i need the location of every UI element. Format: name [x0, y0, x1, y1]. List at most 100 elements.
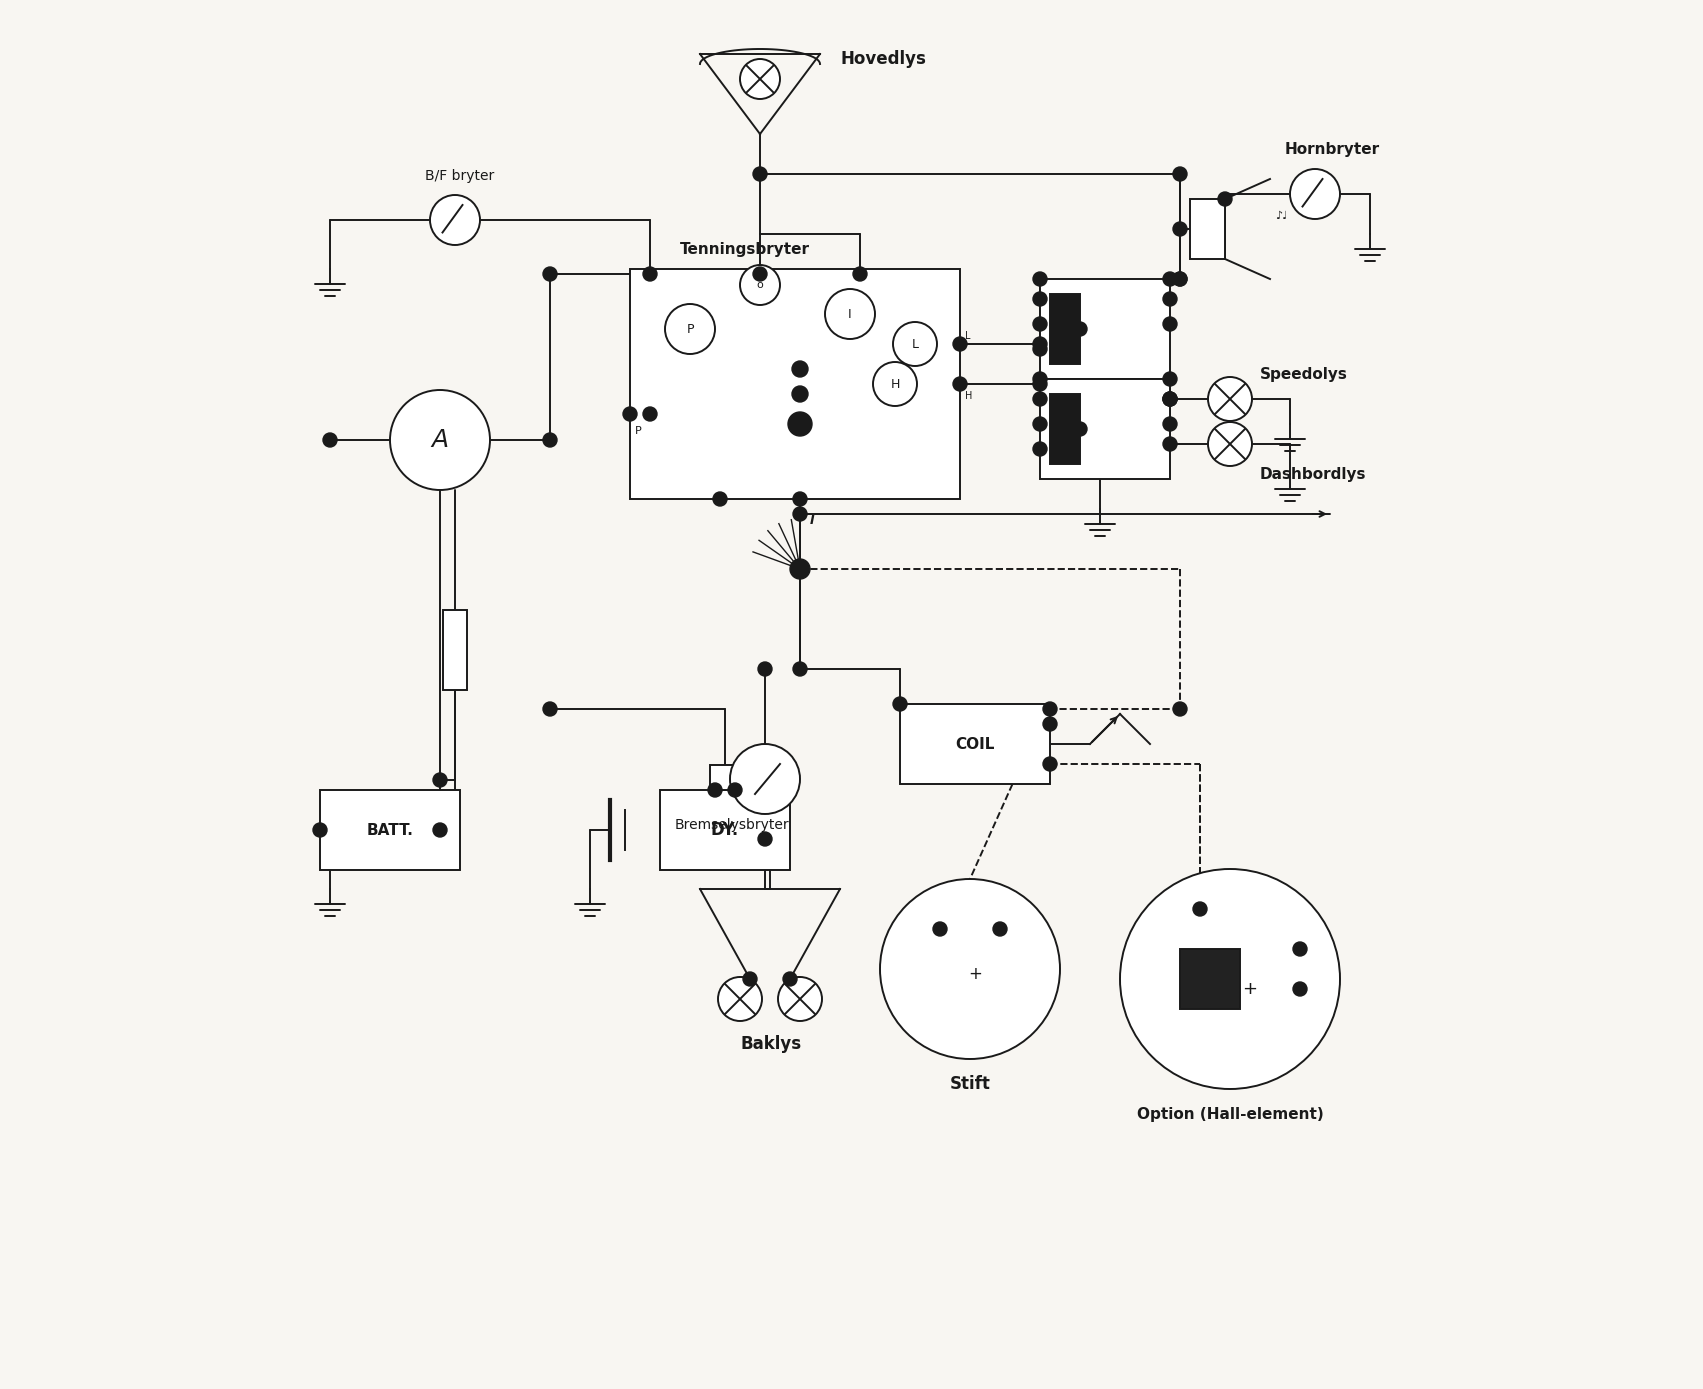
Circle shape: [853, 267, 867, 281]
Text: I: I: [811, 514, 814, 526]
Circle shape: [1293, 982, 1306, 996]
Text: +: +: [967, 965, 983, 983]
Bar: [710, 765, 741, 790]
Circle shape: [753, 267, 766, 281]
Circle shape: [1042, 717, 1058, 731]
Circle shape: [644, 267, 657, 281]
Circle shape: [727, 783, 743, 797]
Circle shape: [1034, 392, 1047, 406]
Circle shape: [719, 976, 761, 1021]
Circle shape: [792, 386, 807, 401]
Text: Hovedlys: Hovedlys: [840, 50, 926, 68]
Circle shape: [1034, 372, 1047, 386]
Circle shape: [1163, 372, 1177, 386]
Circle shape: [758, 663, 771, 676]
Text: Tenningsbryter: Tenningsbryter: [679, 242, 811, 257]
Circle shape: [794, 563, 807, 576]
Circle shape: [543, 701, 557, 715]
Text: Dashbordlys: Dashbordlys: [1260, 467, 1366, 482]
Circle shape: [824, 289, 875, 339]
Circle shape: [741, 58, 780, 99]
Circle shape: [892, 322, 937, 365]
Circle shape: [1073, 422, 1087, 436]
Circle shape: [1073, 322, 1087, 336]
Circle shape: [1173, 222, 1187, 236]
Circle shape: [794, 492, 807, 506]
Circle shape: [664, 304, 715, 354]
Circle shape: [714, 492, 727, 506]
Text: P: P: [635, 426, 642, 436]
Circle shape: [954, 338, 967, 351]
Bar: [1041, 379, 1170, 479]
Circle shape: [753, 167, 766, 181]
Circle shape: [1173, 272, 1187, 286]
Bar: [1051, 394, 1080, 464]
Circle shape: [1218, 192, 1231, 206]
Circle shape: [1042, 701, 1058, 715]
Circle shape: [993, 922, 1006, 936]
Bar: [1180, 949, 1240, 1008]
Circle shape: [1034, 417, 1047, 431]
Circle shape: [1163, 272, 1177, 286]
Circle shape: [731, 745, 800, 814]
Circle shape: [1034, 442, 1047, 456]
Circle shape: [1163, 392, 1177, 406]
Circle shape: [1121, 870, 1340, 1089]
Text: L: L: [966, 331, 971, 342]
Circle shape: [1207, 376, 1252, 421]
Text: Hornbryter: Hornbryter: [1286, 142, 1379, 157]
Circle shape: [1034, 342, 1047, 356]
Circle shape: [1163, 417, 1177, 431]
Circle shape: [954, 376, 967, 390]
Text: Stift: Stift: [950, 1075, 991, 1093]
Circle shape: [1163, 317, 1177, 331]
Text: A: A: [431, 428, 448, 451]
Circle shape: [324, 433, 337, 447]
Bar: [1051, 294, 1080, 364]
Circle shape: [892, 697, 908, 711]
Circle shape: [1034, 376, 1047, 390]
Circle shape: [743, 972, 758, 986]
Circle shape: [788, 413, 812, 436]
Circle shape: [543, 267, 557, 281]
Circle shape: [790, 558, 811, 579]
Circle shape: [1173, 701, 1187, 715]
Circle shape: [1207, 422, 1252, 465]
Text: H: H: [891, 378, 899, 390]
Circle shape: [933, 922, 947, 936]
Text: COIL: COIL: [955, 736, 995, 751]
Text: Speedolys: Speedolys: [1260, 367, 1347, 382]
Text: P: P: [686, 322, 693, 336]
Circle shape: [1163, 292, 1177, 306]
Circle shape: [783, 972, 797, 986]
Circle shape: [1163, 438, 1177, 451]
Circle shape: [1042, 757, 1058, 771]
Text: I: I: [848, 307, 852, 321]
Circle shape: [1289, 169, 1340, 219]
Circle shape: [1034, 338, 1047, 351]
Bar: [443, 610, 467, 690]
Bar: [320, 790, 460, 870]
Circle shape: [880, 879, 1059, 1058]
Circle shape: [792, 361, 807, 376]
Circle shape: [1293, 942, 1306, 956]
Bar: [1190, 199, 1224, 258]
Bar: [899, 704, 1051, 783]
Text: Option (Hall-element): Option (Hall-element): [1136, 1107, 1323, 1122]
Text: DY.: DY.: [710, 821, 739, 839]
Text: ♪♩: ♪♩: [1276, 211, 1287, 221]
Text: Baklys: Baklys: [741, 1035, 800, 1053]
Circle shape: [429, 194, 480, 244]
Circle shape: [1173, 272, 1187, 286]
Circle shape: [874, 363, 916, 406]
Circle shape: [644, 407, 657, 421]
Circle shape: [543, 433, 557, 447]
Circle shape: [623, 407, 637, 421]
Circle shape: [390, 390, 490, 490]
Circle shape: [1194, 901, 1207, 915]
Circle shape: [794, 507, 807, 521]
Circle shape: [778, 976, 823, 1021]
Bar: [661, 790, 790, 870]
Text: L: L: [911, 338, 918, 350]
Circle shape: [1034, 272, 1047, 286]
